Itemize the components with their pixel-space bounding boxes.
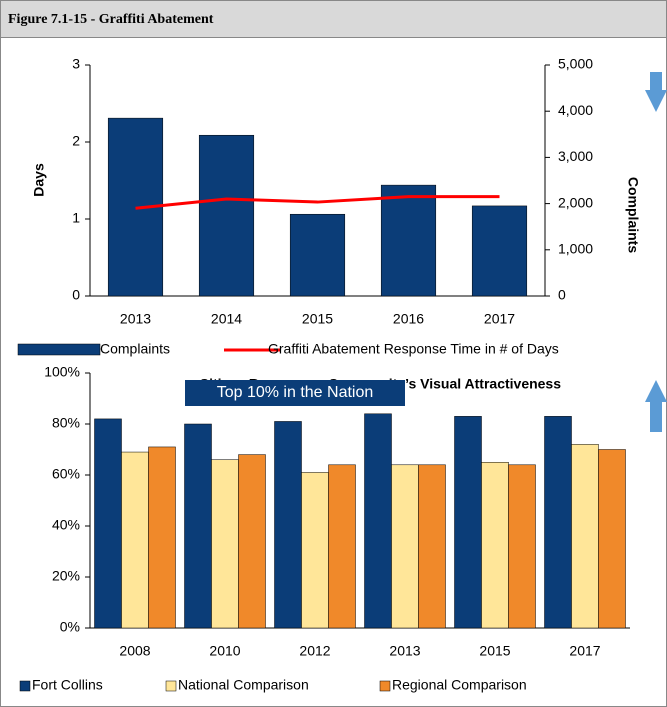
- x-tick-label: 2012: [299, 643, 330, 659]
- bar: [380, 184, 437, 297]
- bar: [328, 464, 356, 629]
- bar: [598, 449, 626, 629]
- bar: [301, 472, 329, 629]
- bar: [454, 416, 482, 629]
- y-tick-label: 0: [72, 287, 80, 303]
- legend-label: Graffiti Abatement Response Time in # of…: [268, 341, 559, 357]
- bar: [198, 134, 255, 297]
- y2-axis-label: Complaints: [625, 177, 641, 253]
- legend-swatch: [165, 680, 177, 692]
- down-arrow: [645, 72, 667, 112]
- legend-label: Regional Comparison: [392, 677, 527, 693]
- y2-tick-label: 0: [558, 287, 566, 303]
- legend-swatch: [379, 680, 391, 692]
- bar: [571, 444, 599, 629]
- bar: [471, 205, 528, 297]
- bar: [364, 413, 392, 629]
- bar: [274, 421, 302, 629]
- y2-tick-label: 3,000: [558, 148, 593, 164]
- bar: [148, 446, 176, 629]
- annotation: Top 10% in the Nation: [217, 384, 374, 401]
- legend-swatch: [17, 343, 101, 356]
- legend-swatch: [19, 680, 31, 692]
- x-tick-label: 2013: [120, 311, 151, 327]
- x-tick-label: 2015: [302, 311, 333, 327]
- y-tick-label: 40%: [52, 517, 80, 533]
- x-tick-label: 2015: [479, 643, 510, 659]
- up-arrow: [645, 380, 667, 432]
- y-tick-label: 1: [72, 210, 80, 226]
- bar: [238, 454, 266, 629]
- x-tick-label: 2010: [209, 643, 240, 659]
- legend-label: National Comparison: [178, 677, 309, 693]
- bar: [211, 459, 239, 629]
- figure-header: [0, 0, 667, 38]
- bar: [418, 464, 446, 629]
- x-tick-label: 2017: [484, 311, 515, 327]
- x-tick-label: 2014: [211, 311, 242, 327]
- x-tick-label: 2017: [569, 643, 600, 659]
- legend-label: Complaints: [100, 341, 170, 357]
- x-tick-label: 2008: [119, 643, 150, 659]
- bar: [121, 451, 149, 629]
- y-tick-label: 0%: [60, 619, 80, 635]
- y-tick-label: 2: [72, 133, 80, 149]
- bar: [94, 418, 122, 629]
- y2-tick-label: 1,000: [558, 241, 593, 257]
- bar: [481, 462, 509, 629]
- y2-tick-label: 4,000: [558, 102, 593, 118]
- y-tick-label: 20%: [52, 568, 80, 584]
- bar: [184, 423, 212, 629]
- line: [135, 195, 500, 210]
- bar: [289, 213, 346, 297]
- y-tick-label: 80%: [52, 415, 80, 431]
- x-tick-label: 2016: [393, 311, 424, 327]
- y2-tick-label: 5,000: [558, 56, 593, 72]
- y-axis-label: Days: [31, 163, 47, 197]
- y2-tick-label: 2,000: [558, 194, 593, 210]
- x-tick-label: 2013: [389, 643, 420, 659]
- legend-label: Fort Collins: [32, 677, 103, 693]
- bar: [544, 416, 572, 629]
- bar: [391, 464, 419, 629]
- y-tick-label: 100%: [44, 364, 80, 380]
- figure-title: Figure 7.1-15 - Graffiti Abatement: [8, 12, 214, 27]
- y-tick-label: 60%: [52, 466, 80, 482]
- annotation-box: [185, 380, 405, 406]
- y-tick-label: 3: [72, 56, 80, 72]
- bar: [508, 464, 536, 629]
